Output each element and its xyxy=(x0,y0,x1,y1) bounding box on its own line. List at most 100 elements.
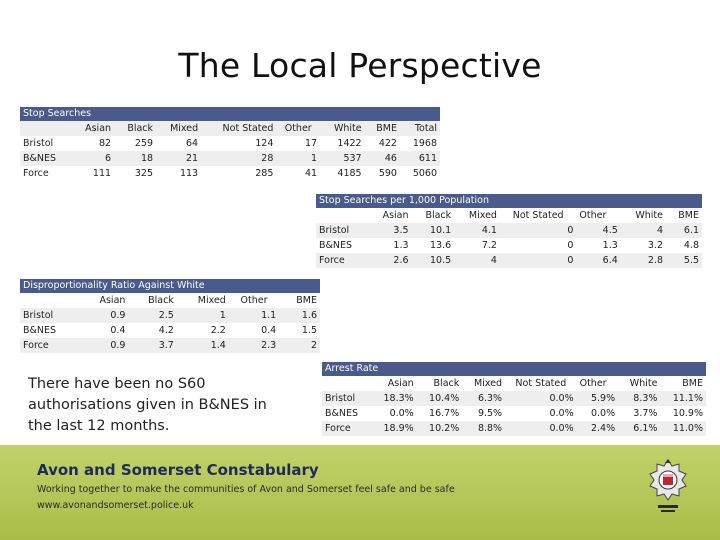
column-header: Mixed xyxy=(197,295,226,306)
column-header: White xyxy=(320,121,365,136)
column-header: Other xyxy=(240,295,268,306)
table-header-row: Stop Searches xyxy=(20,107,440,121)
column-header: Mixed xyxy=(156,121,202,136)
cell: 5.9% xyxy=(576,391,619,406)
cell: 4185 xyxy=(337,168,362,179)
cell: 0 xyxy=(499,223,577,238)
footer-banner: Avon and Somerset Constabulary Working t… xyxy=(0,445,720,540)
cell: 3.7% xyxy=(633,408,658,419)
cell: 18.9% xyxy=(371,421,417,436)
cell: 10.4% xyxy=(416,391,463,406)
row-label: Force xyxy=(322,421,372,436)
arrest-rate-table: Arrest Rate Asian Black Mixed Not Stated… xyxy=(322,362,706,436)
cell: 4 xyxy=(454,253,500,268)
table-title: Disproportionality Ratio Against White xyxy=(20,279,320,293)
cell: 0.4 xyxy=(110,325,126,336)
cell: 0.0% xyxy=(505,391,577,406)
row-label: Bristol xyxy=(23,138,54,149)
cell: 16.7% xyxy=(429,408,460,419)
tagline: Working together to make the communities… xyxy=(37,484,455,495)
table-row: Force 18.9% 10.2% 8.8% 0.0% 2.4% 6.1% 11… xyxy=(322,421,706,436)
column-header: Other xyxy=(579,378,607,389)
cell: 325 xyxy=(134,168,154,179)
per-1000-table: Stop Searches per 1,000 Population Asian… xyxy=(316,194,702,268)
cell: 6.1% xyxy=(618,421,661,436)
cell: 111 xyxy=(92,168,112,179)
column-header: Asian xyxy=(71,121,115,136)
cell: 113 xyxy=(179,168,199,179)
column-header: BME xyxy=(678,210,699,221)
column-header: Mixed xyxy=(468,210,497,221)
table-title: Arrest Rate xyxy=(322,362,706,376)
column-header: Asian xyxy=(99,295,126,306)
cell: 3.5 xyxy=(368,223,412,238)
cell: 4 xyxy=(620,223,666,238)
cell: 6.1 xyxy=(665,223,702,238)
page-title: The Local Perspective xyxy=(178,46,542,85)
cell: 4.1 xyxy=(454,223,500,238)
cell: 422 xyxy=(378,138,397,149)
cell: 2 xyxy=(279,338,320,353)
column-header: Other xyxy=(579,210,607,221)
cell: 611 xyxy=(399,151,440,166)
column-header: Black xyxy=(148,295,174,306)
column-header: White xyxy=(635,210,663,221)
column-header: Not Stated xyxy=(515,378,567,389)
cell: 18.3% xyxy=(371,391,417,406)
cell: 7.2 xyxy=(481,240,497,251)
row-label: B&NES xyxy=(325,408,359,419)
column-header: White xyxy=(629,378,658,389)
table-row: Bristol 82 259 64 124 17 1422 422 1968 xyxy=(20,136,440,151)
cell: 10.5 xyxy=(411,253,455,268)
row-label: Force xyxy=(316,253,369,268)
cell: 0 xyxy=(499,253,577,268)
cell: 2.5 xyxy=(128,308,177,323)
cell: 124 xyxy=(255,138,274,149)
cell: 10.9% xyxy=(672,408,703,419)
cell: 2.3 xyxy=(228,338,280,353)
table-row: Bristol 18.3% 10.4% 6.3% 0.0% 5.9% 8.3% … xyxy=(322,391,706,406)
cell: 3.2 xyxy=(647,240,663,251)
table-row: B&NES 0.4 4.2 2.2 0.4 1.5 xyxy=(20,323,320,338)
row-label: Force xyxy=(20,338,80,353)
column-header: Black xyxy=(425,210,452,221)
column-header: Black xyxy=(114,121,157,136)
cell: 11.1% xyxy=(660,391,706,406)
table-row: B&NES 0.0% 16.7% 9.5% 0.0% 0.0% 3.7% 10.… xyxy=(322,406,706,421)
cell: 6 xyxy=(71,151,115,166)
s60-note: There have been no S60 authorisations gi… xyxy=(28,376,267,434)
table-row: Force 0.9 3.7 1.4 2.3 2 xyxy=(20,338,320,353)
column-header: BME xyxy=(364,121,400,136)
cell: 6.4 xyxy=(576,253,621,268)
column-header: Not Stated xyxy=(201,121,277,136)
cell: 10.2% xyxy=(416,421,463,436)
cell: 28 xyxy=(201,151,277,166)
cell: 11.0% xyxy=(660,421,706,436)
cell: 6.3% xyxy=(462,391,506,406)
cell: 13.6 xyxy=(430,240,452,251)
cell: 0.0% xyxy=(549,408,574,419)
cell: 4.8 xyxy=(683,240,699,251)
cell: 0.0% xyxy=(389,408,414,419)
police-crest-icon xyxy=(649,459,687,512)
cell: 46 xyxy=(364,151,400,166)
cell: 1.1 xyxy=(228,308,280,323)
cell: 590 xyxy=(378,168,397,179)
column-header: BME xyxy=(296,295,317,306)
row-label: B&NES xyxy=(319,240,353,251)
table-row: B&NES 6 18 21 28 1 537 46 611 xyxy=(20,151,440,166)
cell: 8.3% xyxy=(618,391,661,406)
cell: 1 xyxy=(176,308,229,323)
table-row: Force 111 325 113 285 41 4185 590 5060 xyxy=(20,166,440,181)
row-label: Bristol xyxy=(20,308,80,323)
column-header: Asian xyxy=(382,210,409,221)
cell: 285 xyxy=(255,168,274,179)
table-title: Stop Searches xyxy=(20,107,440,121)
column-header-row: Asian Black Mixed Not Stated Other White… xyxy=(20,121,440,136)
organisation-name: Avon and Somerset Constabulary xyxy=(37,461,319,479)
column-header-row: Asian Black Mixed Other BME xyxy=(20,293,320,308)
column-header: Other xyxy=(276,121,321,136)
cell: 1.5 xyxy=(301,325,317,336)
column-header: Mixed xyxy=(474,378,503,389)
column-header: Total xyxy=(399,121,440,136)
